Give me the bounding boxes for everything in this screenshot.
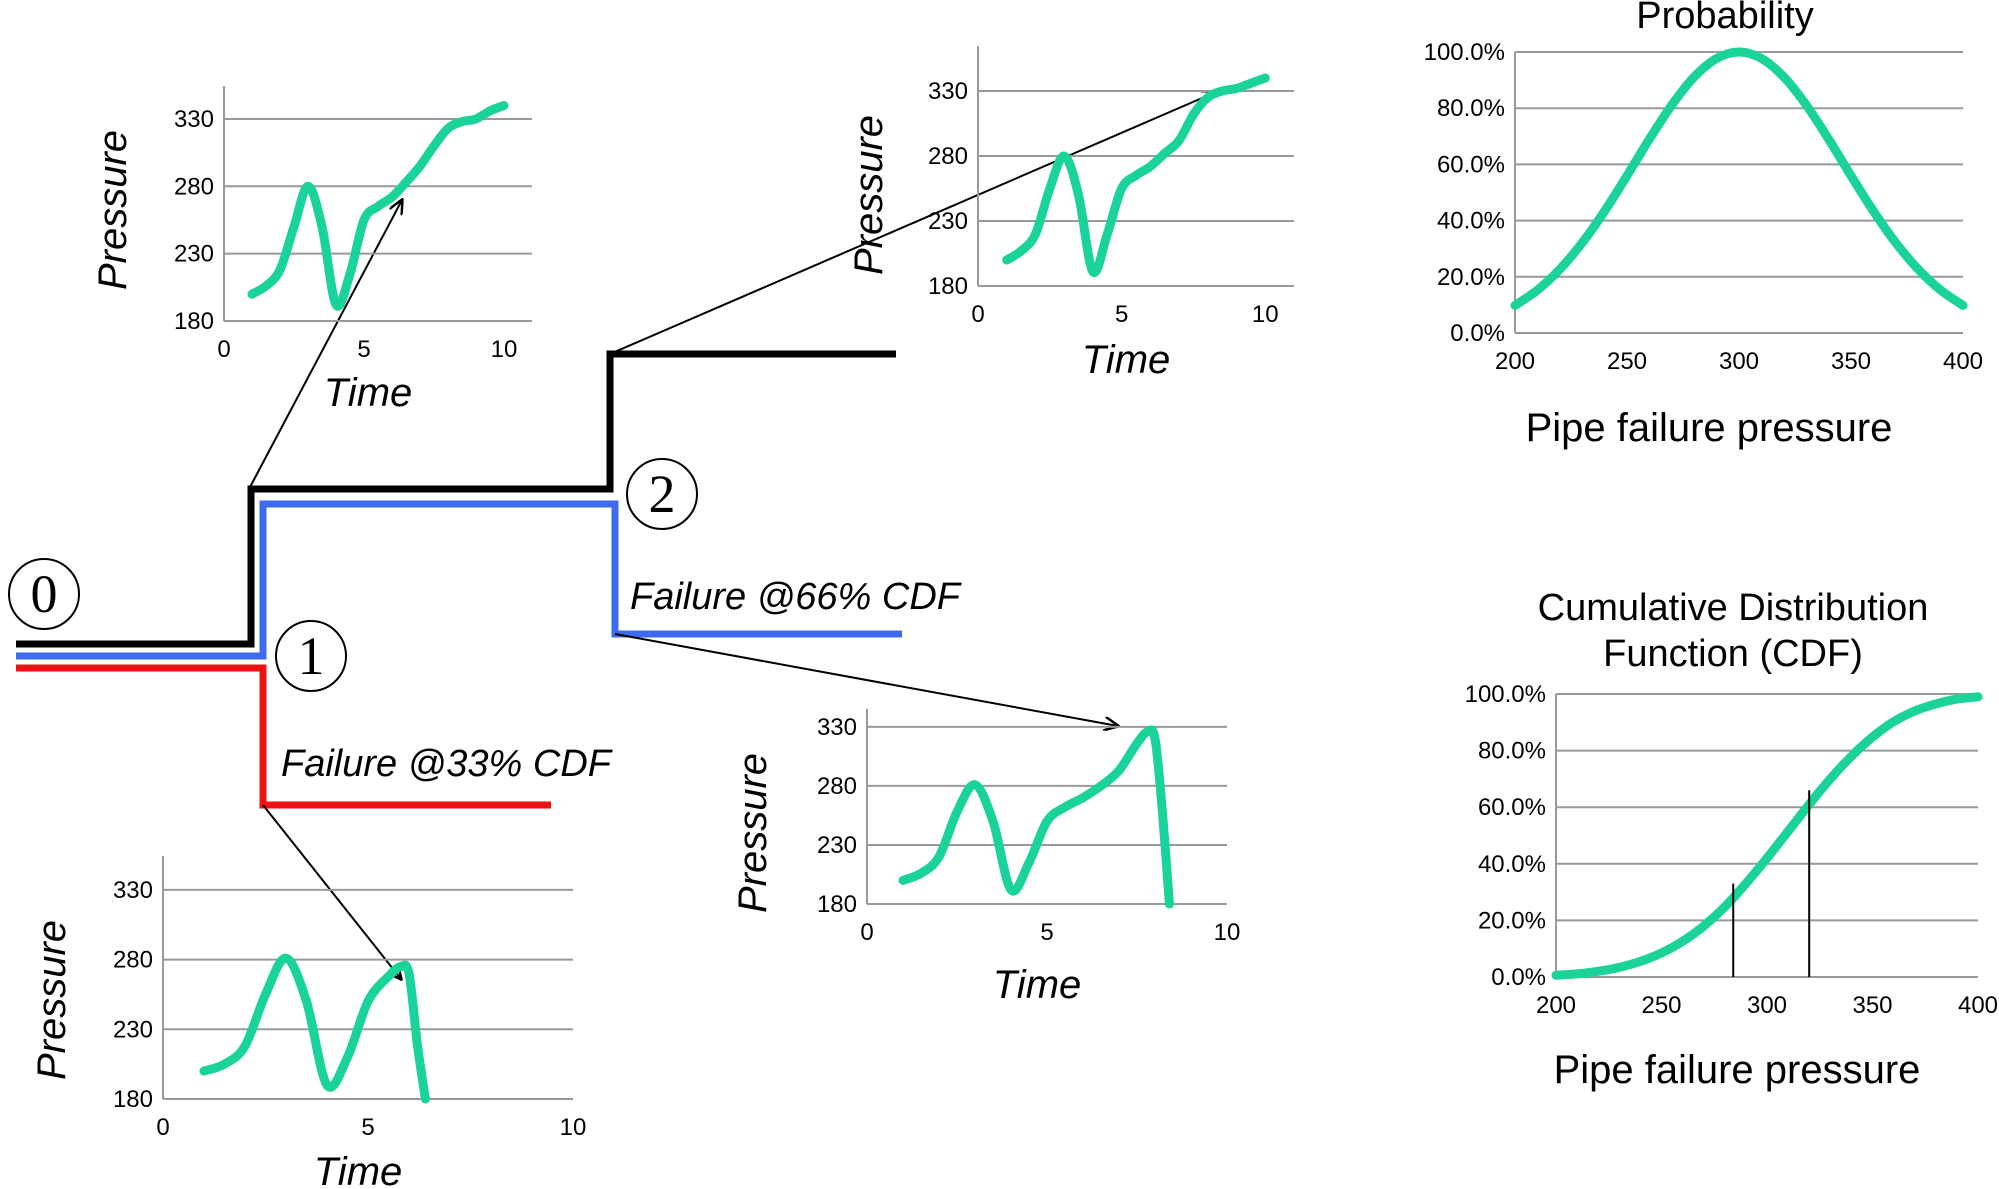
failure-66-annotation: Failure @66% CDF	[630, 576, 962, 618]
arrow-to-bottom-mid	[614, 633, 1118, 726]
y-tick-label: 230	[113, 1016, 153, 1043]
y-tick-label: 60.0%	[1437, 151, 1505, 178]
x-axis-label: Pipe failure pressure	[1526, 406, 1893, 450]
y-tick-label: 230	[928, 208, 968, 235]
node-2-label: 2	[649, 464, 676, 524]
x-tick-label: 300	[1747, 992, 1787, 1019]
arrow-to-bottom-left	[262, 804, 401, 979]
x-axis-label: Time	[314, 1150, 403, 1189]
series-line	[1510, 47, 1968, 310]
series-line	[1551, 692, 1983, 980]
x-tick-label: 200	[1495, 348, 1535, 375]
x-tick-label: 0	[217, 336, 230, 363]
node-0: 0	[8, 558, 80, 630]
x-tick-label: 250	[1641, 992, 1681, 1019]
y-axis-label: Pressure	[91, 130, 135, 290]
x-tick-label: 0	[971, 301, 984, 328]
node-1-label: 1	[298, 626, 325, 686]
x-axis-label: Time	[1082, 338, 1171, 382]
y-tick-label: 80.0%	[1437, 95, 1505, 122]
path-blue	[16, 500, 902, 660]
cdf-chart: 0.0% 20.0% 40.0% 60.0% 80.0% 100.0% 200 250 300 3…	[1465, 587, 1998, 1092]
y-tick-label: 230	[174, 241, 214, 268]
x-tick-label: 10	[491, 336, 518, 363]
failure-33-annotation: Failure @33% CDF	[281, 743, 613, 785]
series-line	[199, 953, 430, 1104]
y-tick-label: 20.0%	[1437, 264, 1505, 291]
arrow-to-top-left	[248, 200, 402, 490]
y-tick-label: 180	[928, 273, 968, 300]
chart-title-line-2: Function (CDF)	[1603, 633, 1863, 675]
x-tick-label: 200	[1536, 992, 1576, 1019]
y-tick-label: 330	[928, 78, 968, 105]
y-tick-label: 230	[817, 832, 857, 859]
y-tick-label: 280	[928, 143, 968, 170]
x-tick-label: 5	[1040, 919, 1053, 946]
y-tick-label: 40.0%	[1437, 208, 1505, 235]
pressure-chart-top-right: 180 230 280 330 0 5 10 Pressure Time	[847, 46, 1294, 382]
x-tick-label: 5	[1115, 301, 1128, 328]
y-tick-label: 180	[113, 1086, 153, 1113]
x-tick-label: 0	[156, 1114, 169, 1141]
y-axis-label: Pressure	[847, 115, 891, 275]
series-line	[247, 101, 509, 311]
y-axis-label: Pressure	[731, 753, 775, 913]
pressure-chart-bottom-mid: 180 230 280 330 0 5 10 Pressure Time	[731, 709, 1240, 1007]
x-axis-label: Pipe failure pressure	[1554, 1048, 1921, 1092]
x-tick-label: 10	[1252, 301, 1279, 328]
y-tick-label: 20.0%	[1478, 907, 1546, 934]
chart-title-line-1: Cumulative Distribution	[1538, 587, 1929, 629]
pressure-chart-top-left: 180 230 280 330 0 5 10 Pressure Time	[91, 86, 532, 415]
y-tick-label: 330	[817, 714, 857, 741]
x-axis-label: Time	[324, 371, 413, 415]
y-axis-label: Pressure	[30, 920, 74, 1080]
y-tick-label: 280	[174, 173, 214, 200]
x-tick-label: 350	[1831, 348, 1871, 375]
event-tree: 0 1 2 Failure @33% CDF Failure @66% CDF	[8, 92, 1216, 979]
x-tick-label: 400	[1958, 992, 1998, 1019]
node-2: 2	[626, 458, 698, 530]
x-tick-label: 300	[1719, 348, 1759, 375]
y-tick-label: 60.0%	[1478, 794, 1546, 821]
y-tick-label: 100.0%	[1424, 39, 1505, 66]
path-red	[16, 664, 551, 809]
series-line	[898, 725, 1174, 909]
pressure-chart-bottom-left: 180 230 280 330 0 5 10 Pressure Time	[30, 856, 586, 1189]
arrow-to-top-right	[609, 92, 1216, 355]
y-tick-label: 0.0%	[1491, 964, 1546, 991]
node-1: 1	[275, 620, 347, 692]
node-0-label: 0	[31, 564, 58, 624]
x-axis-label: Time	[993, 963, 1082, 1007]
y-tick-label: 40.0%	[1478, 851, 1546, 878]
x-tick-label: 350	[1852, 992, 1892, 1019]
probability-chart: 0.0% 20.0% 40.0% 60.0% 80.0% 100.0% 200 250 300 3…	[1424, 0, 1983, 450]
y-tick-label: 280	[113, 947, 153, 974]
y-tick-label: 330	[113, 877, 153, 904]
y-tick-label: 180	[817, 891, 857, 918]
y-tick-label: 100.0%	[1465, 681, 1546, 708]
x-tick-label: 10	[1214, 919, 1241, 946]
chart-title: Probability	[1636, 0, 1813, 37]
y-tick-label: 0.0%	[1450, 320, 1505, 347]
series-line	[1002, 73, 1270, 278]
y-tick-label: 180	[174, 308, 214, 335]
x-tick-label: 10	[560, 1114, 587, 1141]
x-tick-label: 0	[860, 919, 873, 946]
y-tick-label: 330	[174, 106, 214, 133]
path-black	[16, 350, 896, 648]
y-tick-label: 280	[817, 773, 857, 800]
x-tick-label: 5	[361, 1114, 374, 1141]
x-tick-label: 400	[1943, 348, 1983, 375]
y-tick-label: 80.0%	[1478, 738, 1546, 765]
x-tick-label: 5	[357, 336, 370, 363]
x-tick-label: 250	[1607, 348, 1647, 375]
